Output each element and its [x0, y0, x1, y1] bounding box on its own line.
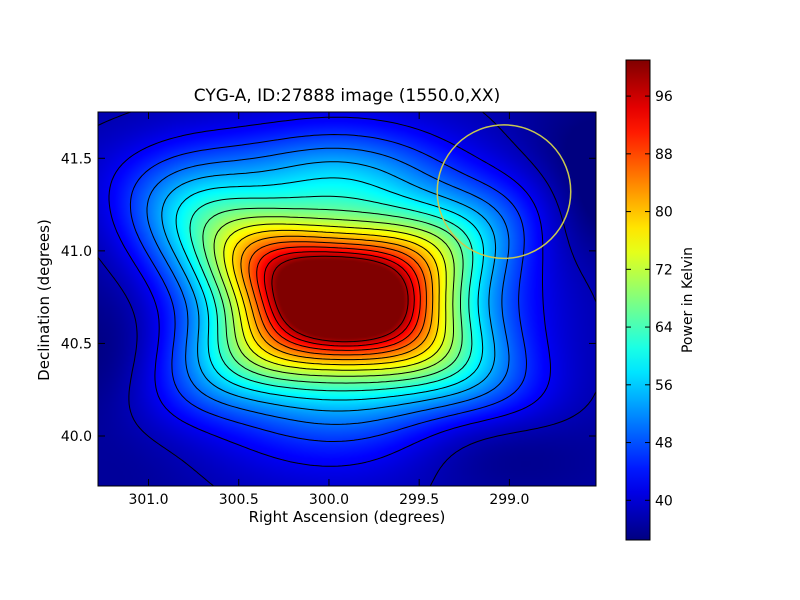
beam-circle	[436, 124, 572, 260]
colorbar-tick-label: 96	[655, 89, 673, 105]
colorbar-tick-label: 88	[655, 147, 673, 163]
x-tick-label: 299.5	[399, 492, 439, 508]
chart-title: CYG-A, ID:27888 image (1550.0,XX)	[193, 86, 501, 106]
contour-level-38	[98, 112, 596, 486]
colorbar-tick-label: 56	[655, 378, 673, 394]
contour-level-78	[232, 229, 440, 366]
colorbar-tick-label: 48	[655, 436, 673, 452]
y-tick-label: 40.5	[61, 336, 92, 352]
x-tick-label: 299.0	[489, 492, 529, 508]
heatmap-image	[98, 112, 596, 486]
x-tick-label: 300.5	[219, 492, 259, 508]
colorbar-tick-label: 64	[655, 320, 673, 336]
colorbar	[626, 60, 650, 540]
contour-level-94	[263, 251, 415, 347]
colorbar-tick-label: 72	[655, 262, 673, 278]
contour-level-90	[256, 246, 421, 351]
colorbar-frame	[625, 59, 651, 541]
contour-level-42	[108, 116, 551, 467]
contour-level-82	[240, 235, 434, 361]
colorbar-tick-label: 80	[655, 205, 673, 221]
y-tick-label: 41.0	[61, 244, 92, 260]
contour-level-98	[271, 255, 409, 343]
x-tick-label: 301.0	[128, 492, 168, 508]
contour-level-46	[129, 134, 527, 442]
contour-level-58	[175, 177, 485, 401]
x-tick-label: 300.0	[309, 492, 349, 508]
y-tick-label: 40.0	[61, 429, 92, 445]
colorbar-tick-label: 40	[655, 493, 673, 509]
plot-frame	[97, 111, 597, 487]
contour-level-70	[213, 216, 455, 377]
contour-level-54	[161, 161, 497, 412]
contour-level-66	[202, 207, 464, 384]
contour-lines	[98, 112, 596, 486]
contour-level-62	[189, 195, 474, 392]
y-tick-label: 41.5	[61, 151, 92, 167]
contour-level-50	[146, 147, 510, 425]
x-axis-label: Right Ascension (degrees)	[248, 508, 446, 526]
contour-level-86	[248, 241, 427, 356]
contour-level-74	[223, 223, 447, 371]
colorbar-axis: 40 48 56 64 72 80 88 96	[626, 89, 673, 509]
axes: 301.0 300.5 300.0 299.5 299.0 40.0 40.5 41.0 41.…	[61, 112, 596, 508]
